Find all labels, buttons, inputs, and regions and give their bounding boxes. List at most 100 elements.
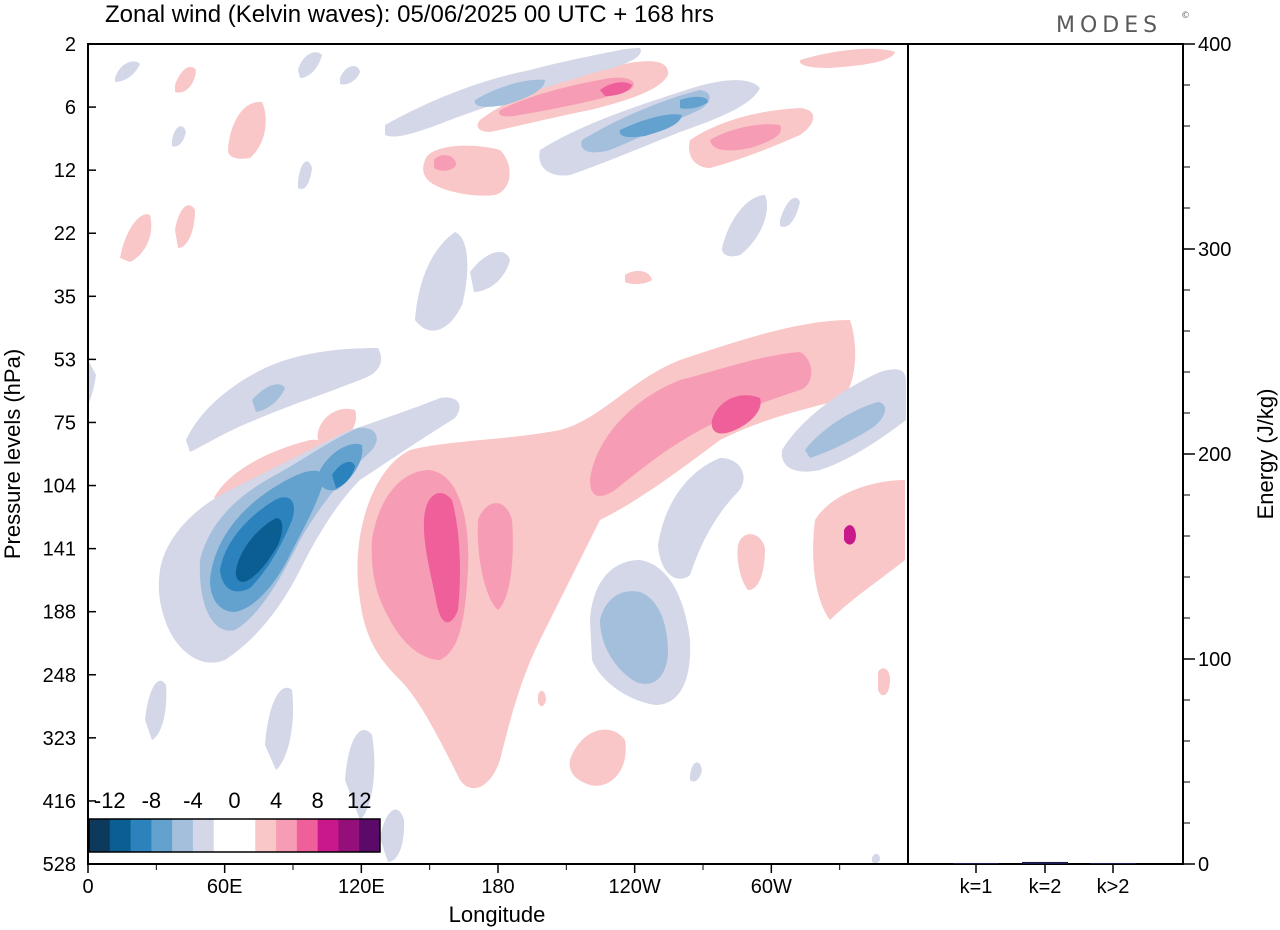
contour-region-neg-36 [780, 197, 800, 227]
colorbar: -12 -8 -4 0 4 8 12 [88, 788, 381, 853]
y-tick-label: 104 [43, 476, 76, 498]
contour-region-pos-17 [434, 155, 456, 171]
colorbar-swatch [338, 819, 360, 852]
contour-region-pos-18 [228, 101, 266, 159]
contour-region-pos-4 [878, 668, 890, 696]
x-tick-label: 120W [609, 876, 661, 898]
contour-region-pos-12 [499, 77, 634, 117]
contour-region-neg-38 [298, 52, 322, 78]
contour-region-pos-15 [710, 124, 781, 151]
y-tick-label: 416 [43, 791, 76, 813]
colorbar-swatch [109, 819, 131, 852]
contour-region-neg-41 [298, 161, 312, 190]
contour-region-pos-8 [423, 492, 460, 623]
colorbar-swatch [234, 819, 256, 852]
contour-region-neg-29 [658, 458, 744, 579]
y-tick-label: 12 [54, 160, 76, 182]
contour-region-neg-35 [722, 195, 768, 257]
colorbar-label: 4 [270, 788, 282, 813]
x-tick-label: 180 [481, 876, 514, 898]
contour-region-pos-22 [799, 48, 895, 68]
contour-region-neg-46 [380, 809, 405, 862]
colorbar-swatch [317, 819, 339, 852]
energy-cat-label: k=2 [1029, 876, 1062, 898]
y-tick-label: 53 [54, 349, 76, 371]
contour-region-neg-49 [600, 591, 668, 684]
colorbar-swatch [151, 819, 173, 852]
y-tick-label: 528 [43, 854, 76, 876]
y-tick-label: 323 [43, 728, 76, 750]
colorbar-swatch [359, 819, 381, 852]
colorbar-swatch [172, 819, 194, 852]
energy-cat-label: k=1 [960, 876, 993, 898]
y-tick-label: 35 [54, 286, 76, 308]
contour-region-neg-60 [235, 518, 283, 582]
contour-region-neg-53 [252, 384, 285, 412]
colorbar-swatch [89, 819, 111, 852]
energy-tick-label: 0 [1198, 854, 1209, 876]
energy-tick-label: 100 [1198, 649, 1231, 671]
colorbar-frame [88, 818, 381, 853]
energy-axis-title: Energy (J/kg) [1253, 389, 1278, 520]
x-axis-title: Longitude [449, 902, 546, 927]
contour-region-pos-16 [423, 145, 510, 196]
colorbar-label: 0 [228, 788, 240, 813]
y-tick-label: 248 [43, 665, 76, 687]
contour-region-neg-56 [619, 114, 682, 138]
energy-axis: 0 100 200 300 400 [1183, 34, 1231, 876]
contour-region-neg-40 [115, 61, 140, 82]
contour-region-neg-63 [88, 360, 96, 405]
y-tick-label: 188 [43, 602, 76, 624]
energy-bar-k>2 [1090, 862, 1136, 864]
contour-region-pos-13 [600, 82, 632, 96]
energy-tick-label: 200 [1198, 444, 1231, 466]
y-tick-label: 6 [65, 97, 76, 119]
colorbar-swatch [213, 819, 235, 852]
energy-bars [953, 861, 1136, 864]
contour-field [88, 48, 906, 864]
x-tick-label: 60E [207, 876, 243, 898]
y-axis-title: Pressure levels (hPa) [0, 349, 25, 559]
colorbar-label: 8 [312, 788, 324, 813]
contour-region-pos-20 [175, 205, 195, 248]
contour-region-neg-59 [332, 461, 355, 488]
colorbar-swatch [130, 819, 152, 852]
contour-region-pos-9 [711, 395, 761, 434]
modes-logo: MODES [1056, 13, 1162, 38]
contour-region-pos-23 [625, 270, 652, 285]
y-tick-label: 75 [54, 412, 76, 434]
contour-region-neg-39 [340, 66, 360, 85]
contour-region-neg-50 [805, 402, 886, 458]
longitude-axis: 0 60E 120E 180 120W 60W [82, 864, 841, 898]
colorbar-swatch [192, 819, 215, 852]
colorbar-swatch [296, 819, 319, 852]
pressure-axis: 2 6 12 22 35 53 75 104 141 188 248 323 416 528 [43, 34, 96, 876]
contour-region-neg-31 [415, 232, 468, 331]
x-tick-label: 0 [82, 876, 93, 898]
contour-region-pos-0 [357, 320, 856, 789]
energy-bar-k=1 [953, 862, 999, 864]
colorbar-label: -12 [94, 788, 126, 813]
contour-region-neg-51 [474, 79, 545, 107]
contour-region-pos-21 [175, 66, 196, 93]
contour-region-neg-42 [172, 126, 186, 147]
colorbar-swatch [255, 819, 277, 852]
energy-tick-label: 400 [1198, 34, 1231, 56]
x-tick-label: 120E [338, 876, 385, 898]
contour-region-pos-7 [590, 352, 812, 496]
contour-region-neg-57 [680, 96, 708, 109]
contour-region-neg-32 [470, 251, 510, 292]
y-tick-label: 22 [54, 223, 76, 245]
energy-bar-k=2 [1022, 861, 1068, 864]
energy-panel-frame [907, 43, 1184, 865]
colorbar-label: -4 [183, 788, 203, 813]
contour-region-pos-62 [538, 690, 546, 707]
contour-region-neg-44 [265, 687, 294, 770]
contour-region-neg-47 [690, 762, 702, 782]
chart-title: Zonal wind (Kelvin waves): 05/06/2025 00… [105, 1, 714, 28]
energy-cat-label: k>2 [1097, 876, 1130, 898]
contour-region-pos-10 [844, 525, 856, 545]
logo-copyright-mark: © [1181, 11, 1190, 21]
contour-region-pos-19 [120, 214, 152, 262]
